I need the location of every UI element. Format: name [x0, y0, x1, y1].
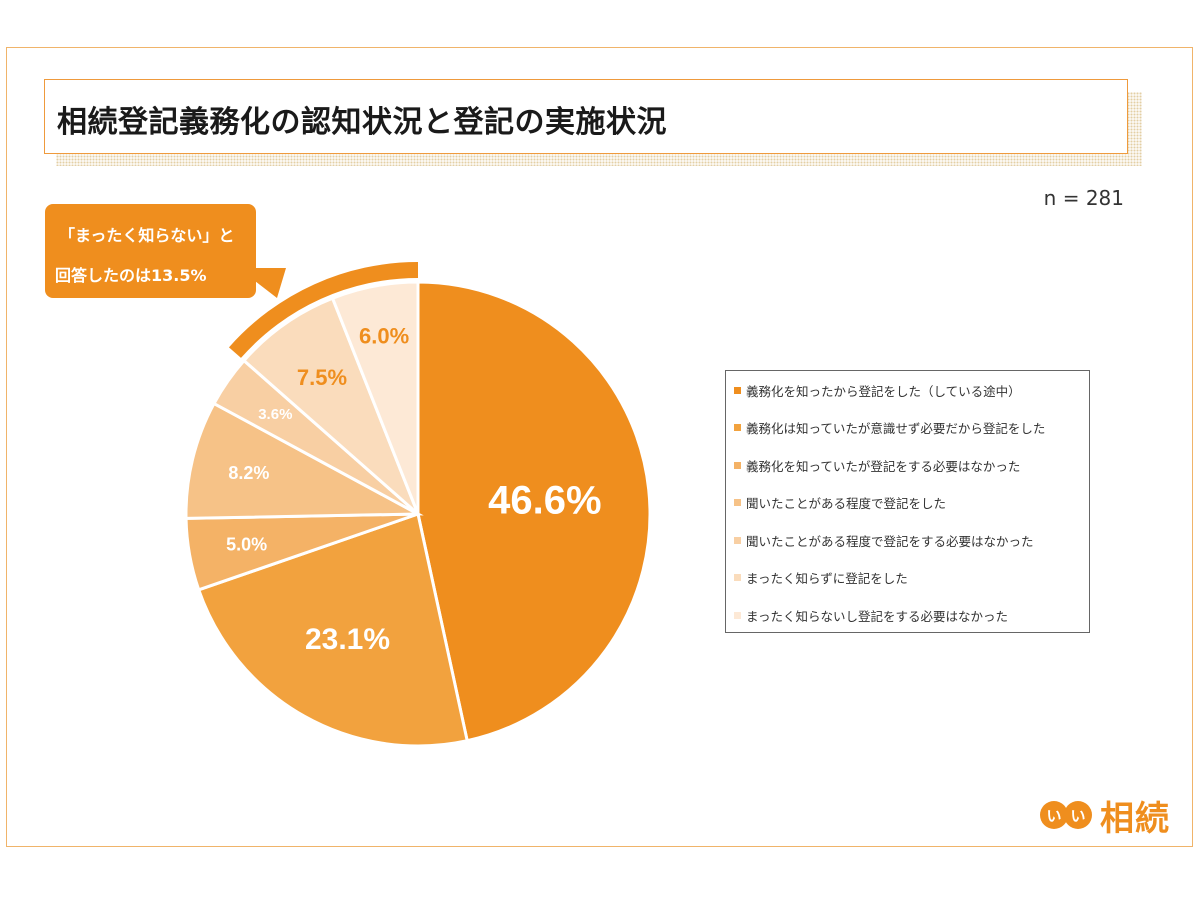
logo-circle-1: い — [1040, 801, 1068, 829]
legend-item-1: 義務化を知ったから登記をした（している途中） — [734, 379, 1021, 401]
legend-label-7: まったく知らないし登記をする必要はなかった — [746, 608, 1009, 624]
legend-swatch-6 — [734, 574, 741, 581]
callout-line1: 「まったく知らない」と — [59, 226, 235, 245]
legend-label-5: 聞いたことがある程度で登記をする必要はなかった — [746, 533, 1034, 549]
legend-label-3: 義務化を知っていたが登記をする必要はなかった — [746, 458, 1021, 474]
logo-circles: い い — [1040, 795, 1096, 835]
slice-value-label-3: 5.0% — [226, 534, 267, 554]
callout-line2: 回答したのは13.5% — [55, 266, 207, 285]
legend-item-7: まったく知らないし登記をする必要はなかった — [734, 604, 1008, 626]
legend-item-6: まったく知らずに登記をした — [734, 567, 908, 589]
sample-size-label: n = 281 — [1043, 186, 1124, 210]
chart-frame — [6, 47, 1193, 847]
legend-label-4: 聞いたことがある程度で登記をした — [746, 496, 947, 511]
pie-slice-7 — [330, 280, 420, 515]
title-box: 相続登記義務化の認知状況と登記の実施状況 — [44, 79, 1128, 154]
slice-value-label-6: 7.5% — [297, 365, 347, 390]
slice-value-label-2: 23.1% — [305, 623, 390, 656]
legend: 義務化を知ったから登記をした（している途中） 義務化は知っていたが意識せず必要だか… — [725, 370, 1090, 633]
chart-title: 相続登記義務化の認知状況と登記の実施状況 — [57, 105, 667, 140]
legend-swatch-7 — [734, 611, 741, 619]
legend-item-5: 聞いたことがある程度で登記をする必要はなかった — [734, 529, 1034, 551]
logo-circle-2: い — [1064, 801, 1092, 829]
legend-swatch-5 — [734, 536, 741, 544]
legend-label-2: 義務化は知っていたが意識せず必要だから登記をした — [746, 421, 1046, 436]
pie-slice-1 — [416, 280, 652, 743]
callout-box: 「まったく知らない」と 回答したのは13.5% — [45, 204, 256, 298]
legend-item-3: 義務化を知っていたが登記をする必要はなかった — [734, 454, 1020, 476]
pie-slice-6 — [241, 296, 420, 516]
slice-value-label-7: 6.0% — [359, 324, 409, 349]
slice-value-label-5: 3.6% — [258, 406, 292, 423]
legend-swatch-3 — [734, 461, 741, 469]
legend-swatch-4 — [734, 499, 741, 506]
highlight-arc — [228, 262, 418, 358]
legend-label-6: まったく知らずに登記をした — [746, 571, 908, 586]
pie-slice-2 — [196, 512, 469, 748]
legend-label-1: 義務化を知ったから登記をした（している途中） — [746, 383, 1021, 399]
legend-swatch-1 — [734, 386, 741, 394]
logo-text: 相続 — [1100, 798, 1170, 839]
legend-item-4: 聞いたことがある程度で登記をした — [734, 492, 946, 514]
slice-value-label-1: 46.6% — [488, 478, 601, 522]
pie-slice-4 — [184, 401, 424, 520]
slice-value-label-4: 8.2% — [228, 463, 269, 483]
brand-logo: い い 相続 — [1040, 795, 1170, 839]
legend-swatch-2 — [734, 424, 741, 431]
legend-item-2: 義務化は知っていたが意識せず必要だから登記をした — [734, 417, 1045, 439]
